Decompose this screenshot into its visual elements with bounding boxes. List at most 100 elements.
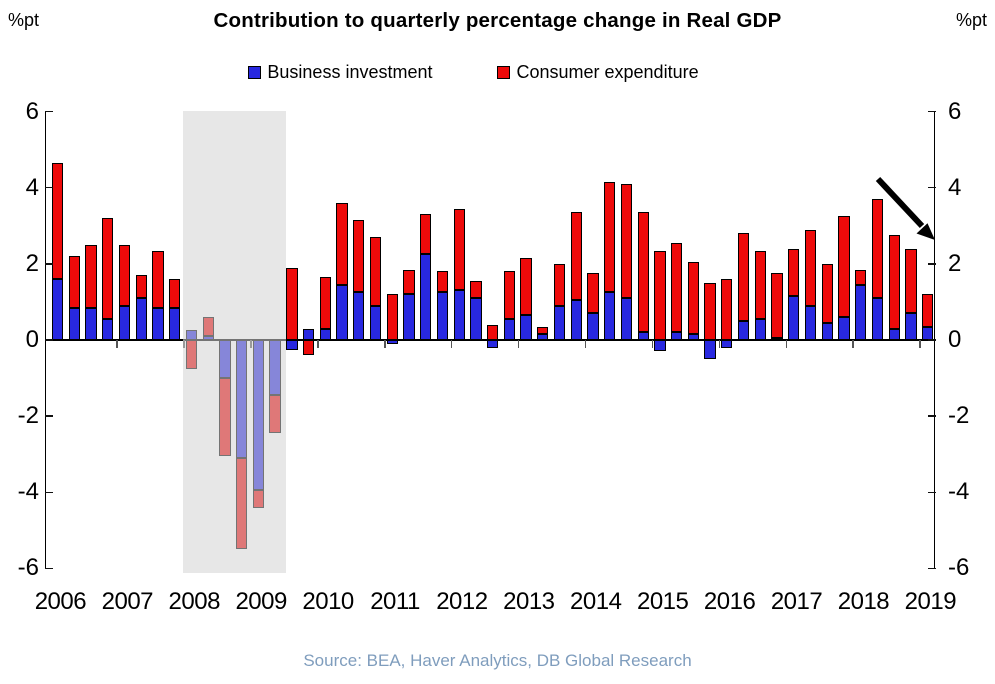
- bar-business-2016Q3: [754, 319, 766, 340]
- bar-consumer-2011Q4: [436, 271, 449, 293]
- bar-consumer-2016Q2: [737, 233, 750, 321]
- y-axis-label-right: -4: [948, 478, 970, 506]
- bar-business-2013Q4: [570, 300, 582, 340]
- y-axis-label-left: -6: [17, 554, 39, 582]
- bar-consumer-2006Q1: [52, 162, 64, 280]
- bar-consumer-2016Q3: [754, 250, 766, 320]
- bar-consumer-2011Q1: [386, 294, 398, 340]
- y-axis-tick-left: [44, 567, 53, 570]
- bar-business-2017Q2: [804, 305, 817, 340]
- y-axis-label-right: 4: [948, 173, 962, 201]
- x-axis-year-tick: [517, 340, 520, 348]
- y-axis-label-right: 2: [948, 249, 962, 277]
- x-axis-year-label: 2012: [436, 588, 488, 615]
- bar-consumer-2014Q3: [620, 183, 633, 299]
- y-axis-tick-left: [44, 415, 53, 417]
- bar-business-2013Q3: [553, 305, 566, 340]
- x-axis-year-tick: [317, 340, 319, 348]
- x-axis-year-label: 2011: [370, 588, 420, 615]
- bar-business-2016Q1: [721, 340, 733, 348]
- bar-consumer-2018Q2: [871, 199, 884, 299]
- bar-business-2017Q1: [788, 296, 800, 340]
- y-axis-tick-right: [927, 415, 936, 417]
- y-axis-label-right: 6: [948, 97, 962, 125]
- bar-business-2015Q4: [704, 340, 716, 360]
- source-note: Source: BEA, Haver Analytics, DB Global …: [303, 651, 692, 670]
- zero-axis-line: [44, 339, 936, 341]
- business-investment-swatch-icon: [248, 66, 262, 79]
- y-axis-tick-right: [927, 263, 936, 265]
- x-axis-year-label: 2014: [570, 588, 622, 615]
- y-axis-tick-left: [44, 186, 53, 189]
- y-axis-label-left: -2: [17, 402, 39, 430]
- x-axis-year-tick: [785, 340, 788, 348]
- bar-consumer-2019Q1: [921, 294, 934, 327]
- x-axis-year-label: 2017: [770, 588, 823, 615]
- bar-consumer-2007Q2: [135, 275, 147, 299]
- bar-consumer-2016Q1: [721, 279, 733, 340]
- x-axis-year-tick: [116, 340, 118, 348]
- y-axis-tick-left: [44, 110, 53, 113]
- legend-item-business-investment: Business investment: [248, 62, 432, 83]
- bar-business-2018Q1: [855, 284, 867, 340]
- bar-business-2012Q4: [503, 319, 515, 340]
- bar-consumer-2006Q3: [85, 244, 97, 308]
- bar-consumer-2009Q4: [302, 340, 315, 356]
- y-axis-tick-right: [927, 339, 936, 341]
- bar-business-2012Q1: [453, 290, 465, 340]
- bar-consumer-2010Q3: [353, 220, 365, 293]
- bar-consumer-2017Q3: [821, 263, 833, 323]
- bar-consumer-2013Q2: [537, 326, 549, 335]
- bar-consumer-2018Q1: [855, 269, 867, 285]
- bar-business-2012Q2: [470, 298, 482, 340]
- bar-consumer-2010Q4: [369, 237, 382, 306]
- x-axis-year-label: 2009: [235, 588, 287, 615]
- bar-consumer-2017Q2: [804, 229, 817, 306]
- bar-consumer-2012Q1: [453, 208, 465, 291]
- y-axis-unit-left: %pt: [8, 10, 40, 30]
- bar-business-2007Q2: [135, 298, 147, 340]
- y-axis-label-left: 2: [25, 249, 39, 277]
- bar-business-2011Q3: [420, 254, 432, 340]
- bar-consumer-2007Q1: [118, 244, 131, 306]
- y-axis-label-left: 0: [25, 326, 39, 353]
- bar-consumer-2014Q1: [587, 273, 599, 314]
- x-axis-year-tick: [384, 340, 386, 348]
- bar-business-2010Q4: [369, 305, 382, 340]
- x-axis-year-label: 2006: [34, 588, 87, 615]
- y-axis-label-right: 0: [948, 326, 962, 353]
- bar-consumer-2015Q4: [704, 282, 716, 340]
- y-axis-tick-left: [44, 339, 53, 341]
- y-axis-label-right: -2: [948, 402, 970, 430]
- y-axis-tick-left: [44, 491, 53, 494]
- bar-business-2017Q4: [838, 317, 850, 340]
- bar-business-2007Q4: [169, 307, 181, 340]
- x-axis-year-label: 2016: [703, 588, 756, 615]
- x-axis-year-label: 2018: [837, 588, 890, 615]
- legend-label: Consumer expenditure: [516, 62, 699, 82]
- bar-consumer-2013Q4: [570, 212, 582, 300]
- y-axis-tick-left: [44, 263, 53, 265]
- x-axis-year-label: 2019: [904, 588, 957, 615]
- bar-business-2018Q2: [871, 298, 884, 340]
- bar-business-2007Q1: [118, 305, 131, 340]
- bar-consumer-2015Q2: [671, 242, 683, 333]
- chart-legend: Business investment Consumer expenditure: [0, 62, 971, 83]
- bar-business-2011Q2: [403, 294, 415, 340]
- bar-consumer-2011Q2: [403, 269, 415, 295]
- bar-business-2015Q1: [654, 340, 666, 352]
- x-axis-year-tick: [718, 340, 721, 348]
- bar-business-2006Q2: [68, 307, 81, 340]
- y-axis-label-left: 6: [25, 97, 39, 125]
- consumer-expenditure-swatch-icon: [497, 66, 511, 79]
- bar-consumer-2014Q2: [604, 181, 616, 293]
- x-axis-year-label: 2008: [168, 588, 221, 615]
- bar-business-2013Q1: [520, 315, 532, 340]
- bar-consumer-2006Q4: [102, 218, 114, 320]
- bar-consumer-2009Q3: [286, 267, 298, 340]
- x-axis-year-tick: [852, 340, 854, 348]
- bar-business-2010Q3: [353, 292, 365, 340]
- bar-consumer-2015Q1: [654, 250, 666, 340]
- bar-business-2006Q4: [102, 319, 114, 340]
